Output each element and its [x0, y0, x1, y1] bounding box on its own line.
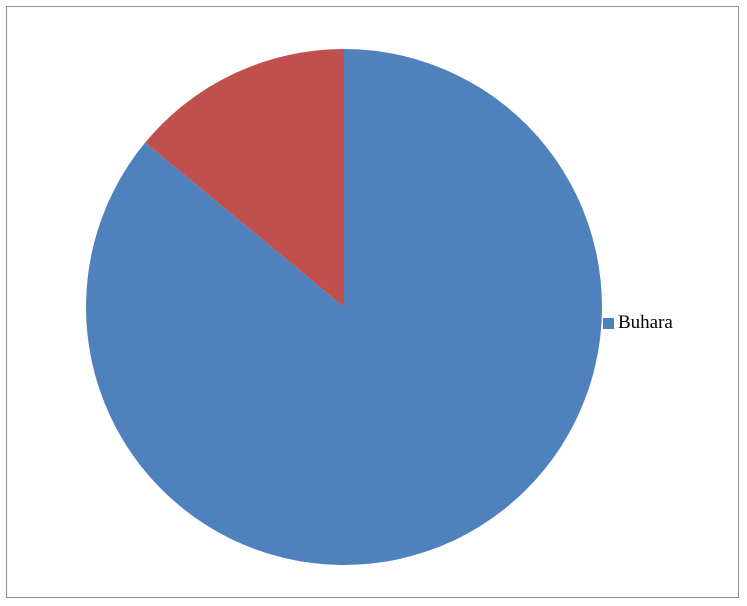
- legend: Buhara: [603, 311, 673, 335]
- legend-swatch-buhara: [603, 317, 614, 329]
- chart-frame: [6, 6, 739, 598]
- legend-label-buhara: Buhara: [618, 312, 673, 333]
- pie-slice-other-1: [145, 49, 344, 307]
- pie-chart: [85, 49, 603, 566]
- pie-slice-buhara: [85, 49, 603, 566]
